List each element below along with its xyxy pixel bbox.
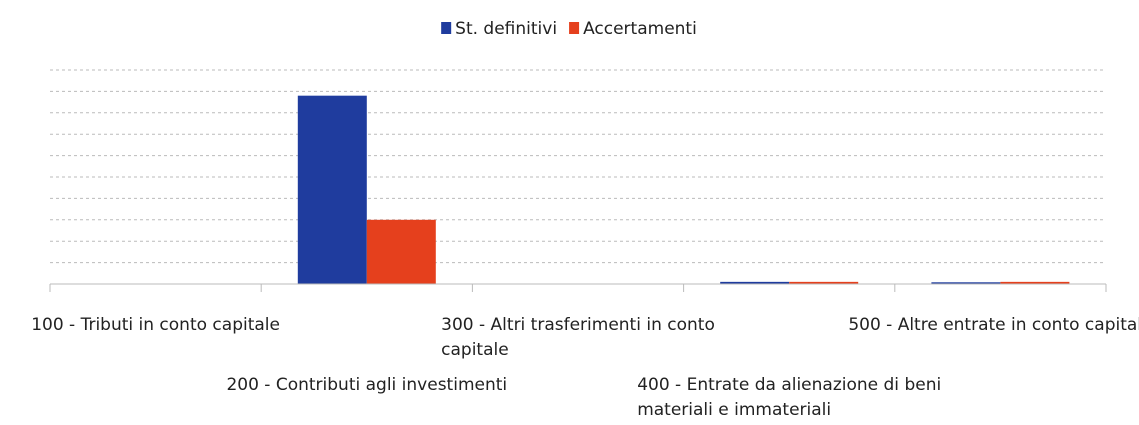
- bar: [789, 281, 859, 284]
- legend: St. definitivi Accertamenti: [441, 19, 697, 39]
- x-tick-label: 300 - Altri trasferimenti in conto capita…: [441, 315, 715, 360]
- x-tick-label: 500 - Altre entrate in conto capitale: [848, 315, 1139, 335]
- bar: [1000, 281, 1070, 284]
- x-tick-label: 100 - Tributi in conto capitale: [31, 315, 280, 335]
- x-tick-label: 400 - Entrate da alienazione di beni mate…: [637, 375, 941, 420]
- bar: [297, 95, 367, 285]
- legend-label: Accertamenti: [583, 19, 697, 39]
- bar: [931, 282, 1001, 284]
- legend-swatch: [569, 22, 580, 34]
- bar: [366, 219, 436, 284]
- legend-label: St. definitivi: [455, 19, 557, 39]
- x-tick-label: 200 - Contributi agli investimenti: [226, 375, 507, 395]
- bar: [720, 281, 790, 284]
- legend-swatch: [441, 22, 452, 34]
